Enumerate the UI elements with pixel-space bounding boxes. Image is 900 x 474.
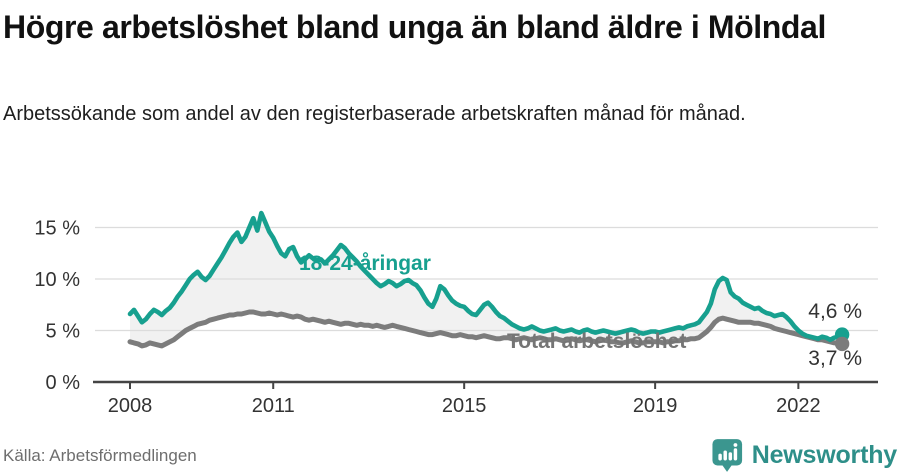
chart-canvas: 0 % 5 % 10 % 15 % 2008 2011 2015 2019 2022 [34, 210, 878, 417]
x-axis-label: 2022 [776, 395, 821, 417]
series-line-youth [127, 210, 845, 343]
source-note: Källa: Arbetsförmedlingen [3, 446, 197, 465]
newsworthy-icon [712, 439, 742, 472]
x-axis-label: 2019 [633, 395, 678, 417]
series-label-youth: 18-24-åringar [299, 252, 431, 275]
end-value-youth: 4,6 % [808, 300, 862, 323]
series-label-total: Total arbetslöshet [507, 330, 687, 353]
line-chart: 0 % 5 % 10 % 15 % 2008 2011 2015 2019 2022 18-24… [0, 190, 900, 420]
newsworthy-logo-lockup: Newsworthy [712, 438, 897, 473]
y-axis-label: 15 % [34, 218, 80, 240]
brand-name: Newsworthy [751, 441, 897, 469]
y-axis-label: 5 % [46, 321, 81, 343]
end-value-total: 3,7 % [808, 347, 862, 370]
page-title: Högre arbetslöshet bland unga än bland ä… [3, 9, 826, 45]
series-line-total [127, 309, 845, 349]
y-axis-label: 0 % [46, 372, 81, 394]
y-axis-label: 10 % [34, 269, 80, 291]
end-dot-total [834, 336, 850, 352]
band-area [130, 213, 843, 346]
x-axis-label: 2008 [108, 395, 153, 417]
x-axis-label: 2015 [442, 395, 487, 417]
subtitle: Arbetssökande som andel av den registerb… [3, 103, 746, 125]
x-axis-label: 2011 [252, 395, 295, 417]
